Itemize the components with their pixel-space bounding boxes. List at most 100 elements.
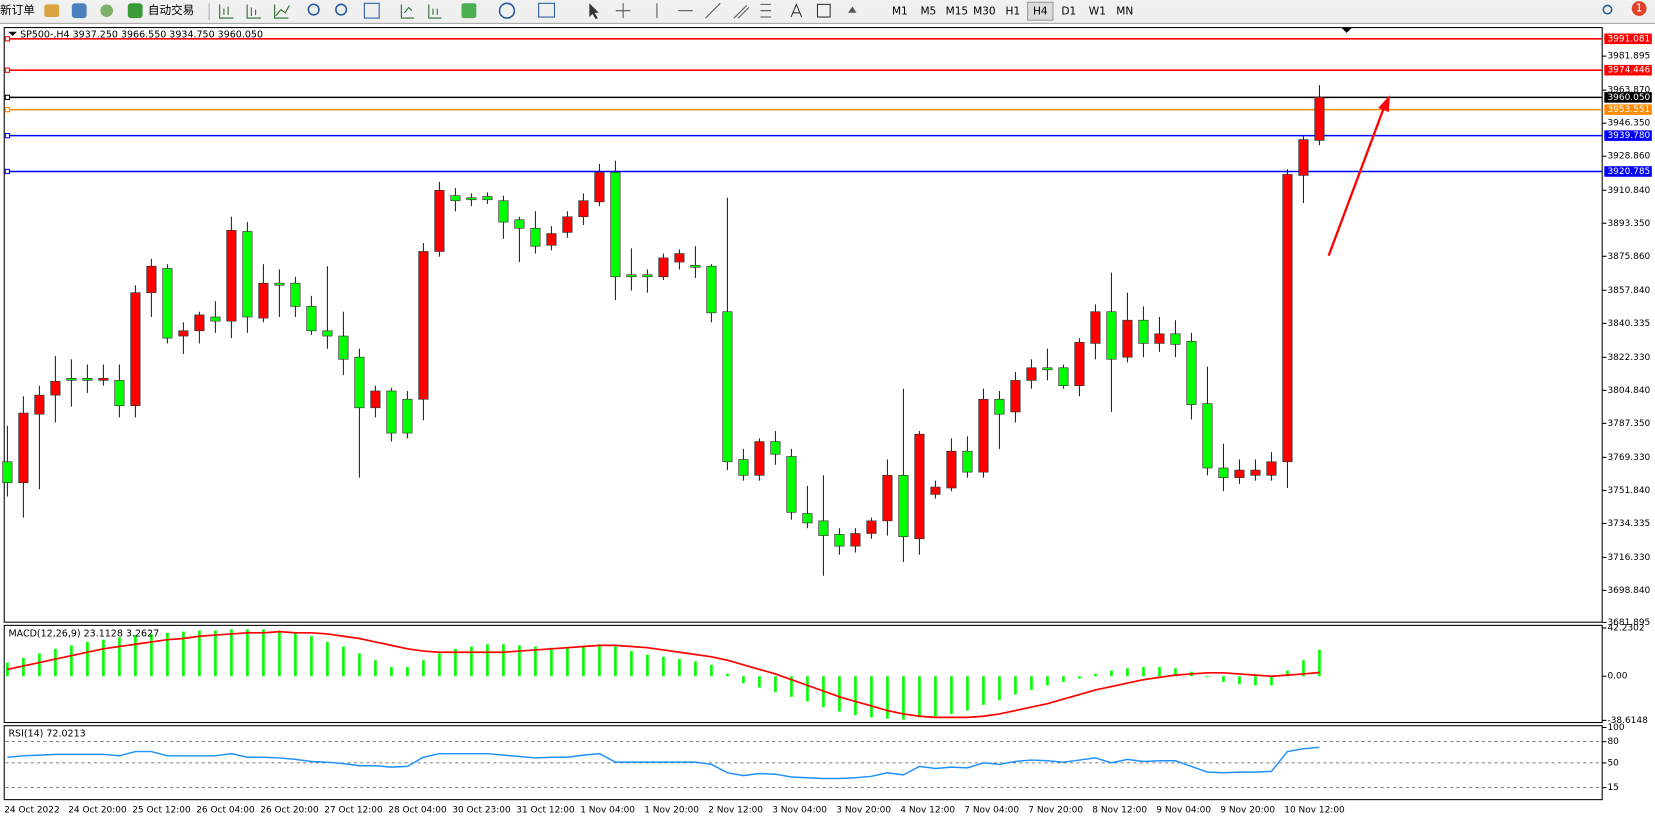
- candle-body: [1234, 469, 1245, 478]
- notification-badge[interactable]: [1631, 1, 1647, 16]
- candle-body: [178, 330, 189, 337]
- crosshair-icon[interactable]: [615, 3, 631, 19]
- toolbar-bg: [0, 0, 1655, 24]
- shift-icon[interactable]: [428, 4, 442, 19]
- candle-body: [66, 378, 77, 381]
- candle-body: [850, 533, 861, 547]
- timeframe-button[interactable]: M30: [973, 6, 996, 18]
- x-tick-label: 26 Oct 04:00: [196, 806, 255, 816]
- bar-chart-icon[interactable]: [219, 4, 234, 19]
- x-tick-label: 7 Nov 04:00: [964, 806, 1019, 816]
- x-tick-label: 1 Nov 04:00: [580, 806, 635, 816]
- zoom-in-icon[interactable]: [307, 3, 320, 16]
- candle-chart-icon[interactable]: [246, 4, 261, 19]
- level-handle: [4, 67, 11, 73]
- macd-signal-line: [7, 630, 1320, 719]
- candle-body: [610, 172, 621, 278]
- candle-body: [546, 233, 557, 246]
- candle-body: [1090, 311, 1101, 344]
- tile-icon[interactable]: [363, 2, 380, 19]
- candle-body: [1298, 139, 1309, 176]
- label-icon[interactable]: [816, 3, 831, 18]
- icon[interactable]: [71, 3, 87, 19]
- timeframe-button[interactable]: H1: [1006, 6, 1021, 18]
- candle-body: [18, 412, 29, 484]
- candle-body: [882, 475, 893, 522]
- level-label-bg: [1604, 130, 1652, 141]
- timeframe-button[interactable]: M1: [892, 6, 908, 18]
- candle-body: [402, 398, 413, 434]
- auto-trading-button[interactable]: 自动交易: [148, 3, 194, 17]
- x-tick-label: 30 Oct 23:00: [452, 806, 511, 816]
- candle-body: [754, 441, 765, 476]
- arrows-icon[interactable]: [848, 6, 857, 13]
- level-handle: [4, 132, 11, 139]
- timeframe-button[interactable]: W1: [1089, 6, 1106, 18]
- zoom-out-icon[interactable]: [335, 3, 348, 16]
- x-tick-label: 8 Nov 12:00: [1092, 806, 1147, 816]
- candle-body: [994, 398, 1005, 415]
- y-tick-label: 3716.330: [1607, 553, 1650, 563]
- y-tick-label: 100: [1607, 723, 1624, 733]
- candle-body: [1170, 333, 1181, 345]
- candle-body: [434, 190, 445, 252]
- timeframe-button[interactable]: D1: [1061, 6, 1076, 18]
- y-tick-label: 3946.350: [1607, 119, 1650, 129]
- indicators-icon[interactable]: [461, 3, 477, 19]
- candle-body: [2, 461, 13, 484]
- search-icon[interactable]: [1602, 4, 1613, 15]
- level-label: 3920.785: [1607, 167, 1650, 177]
- candle-body: [1042, 367, 1053, 371]
- y-tick-label: 3769.330: [1607, 453, 1650, 463]
- periods-icon[interactable]: [498, 2, 516, 19]
- candle-body: [50, 381, 61, 396]
- level-label: 3974.446: [1607, 66, 1650, 76]
- timeframe-button[interactable]: H4: [1033, 6, 1048, 18]
- templates-icon[interactable]: [538, 2, 556, 18]
- level-handle: [4, 94, 11, 101]
- x-tick-label: 24 Oct 20:00: [68, 806, 127, 816]
- candle-body: [498, 200, 509, 223]
- timeframe-button[interactable]: M5: [920, 6, 936, 18]
- candle-body: [914, 433, 925, 540]
- candle-body: [930, 486, 941, 495]
- candle-body: [1058, 367, 1069, 387]
- candle-body: [834, 534, 845, 547]
- text-icon[interactable]: [790, 2, 803, 18]
- y-tick-label: 3822.330: [1607, 353, 1650, 363]
- notification-count: 1: [1636, 3, 1643, 15]
- channel-icon[interactable]: [733, 5, 750, 19]
- candle-body: [1106, 311, 1117, 360]
- candle-body: [242, 231, 253, 318]
- new-order-button[interactable]: 新订单: [0, 3, 35, 17]
- timeframe-button[interactable]: MN: [1116, 6, 1133, 18]
- candle-body: [306, 306, 317, 332]
- icon[interactable]: [100, 4, 114, 18]
- line-chart-icon[interactable]: [274, 4, 290, 19]
- icon[interactable]: [44, 4, 60, 18]
- candle-body: [162, 268, 173, 339]
- candle-body: [466, 197, 477, 201]
- candle-body: [450, 195, 461, 202]
- trendline-icon[interactable]: [705, 2, 721, 19]
- y-tick-label: 15: [1607, 783, 1618, 793]
- candle-body: [210, 316, 221, 322]
- candle-body: [1250, 469, 1261, 476]
- x-tick-label: 28 Oct 04:00: [388, 806, 447, 816]
- timeframe-button[interactable]: M15: [946, 6, 969, 18]
- autoscroll-icon[interactable]: [400, 4, 415, 19]
- candle-body: [130, 292, 141, 407]
- candle-body: [274, 282, 285, 286]
- y-tick-label: 3893.350: [1607, 219, 1650, 229]
- timeframe-bar: M1 M5 M15 M30 H1 H4 D1 W1 MN: [892, 1, 1133, 21]
- candle-body: [802, 513, 813, 524]
- y-tick-label: 3698.840: [1607, 586, 1650, 596]
- y-tick-label: 3963.870: [1607, 86, 1650, 96]
- cursor-icon[interactable]: [589, 3, 599, 20]
- auto-trading-icon[interactable]: [127, 3, 143, 19]
- fibo-icon[interactable]: [760, 3, 771, 18]
- toolbar: 新订单 自动交易 M1 M5 M15 M30 H1 H4 D1 W1 MN 1: [0, 0, 1655, 24]
